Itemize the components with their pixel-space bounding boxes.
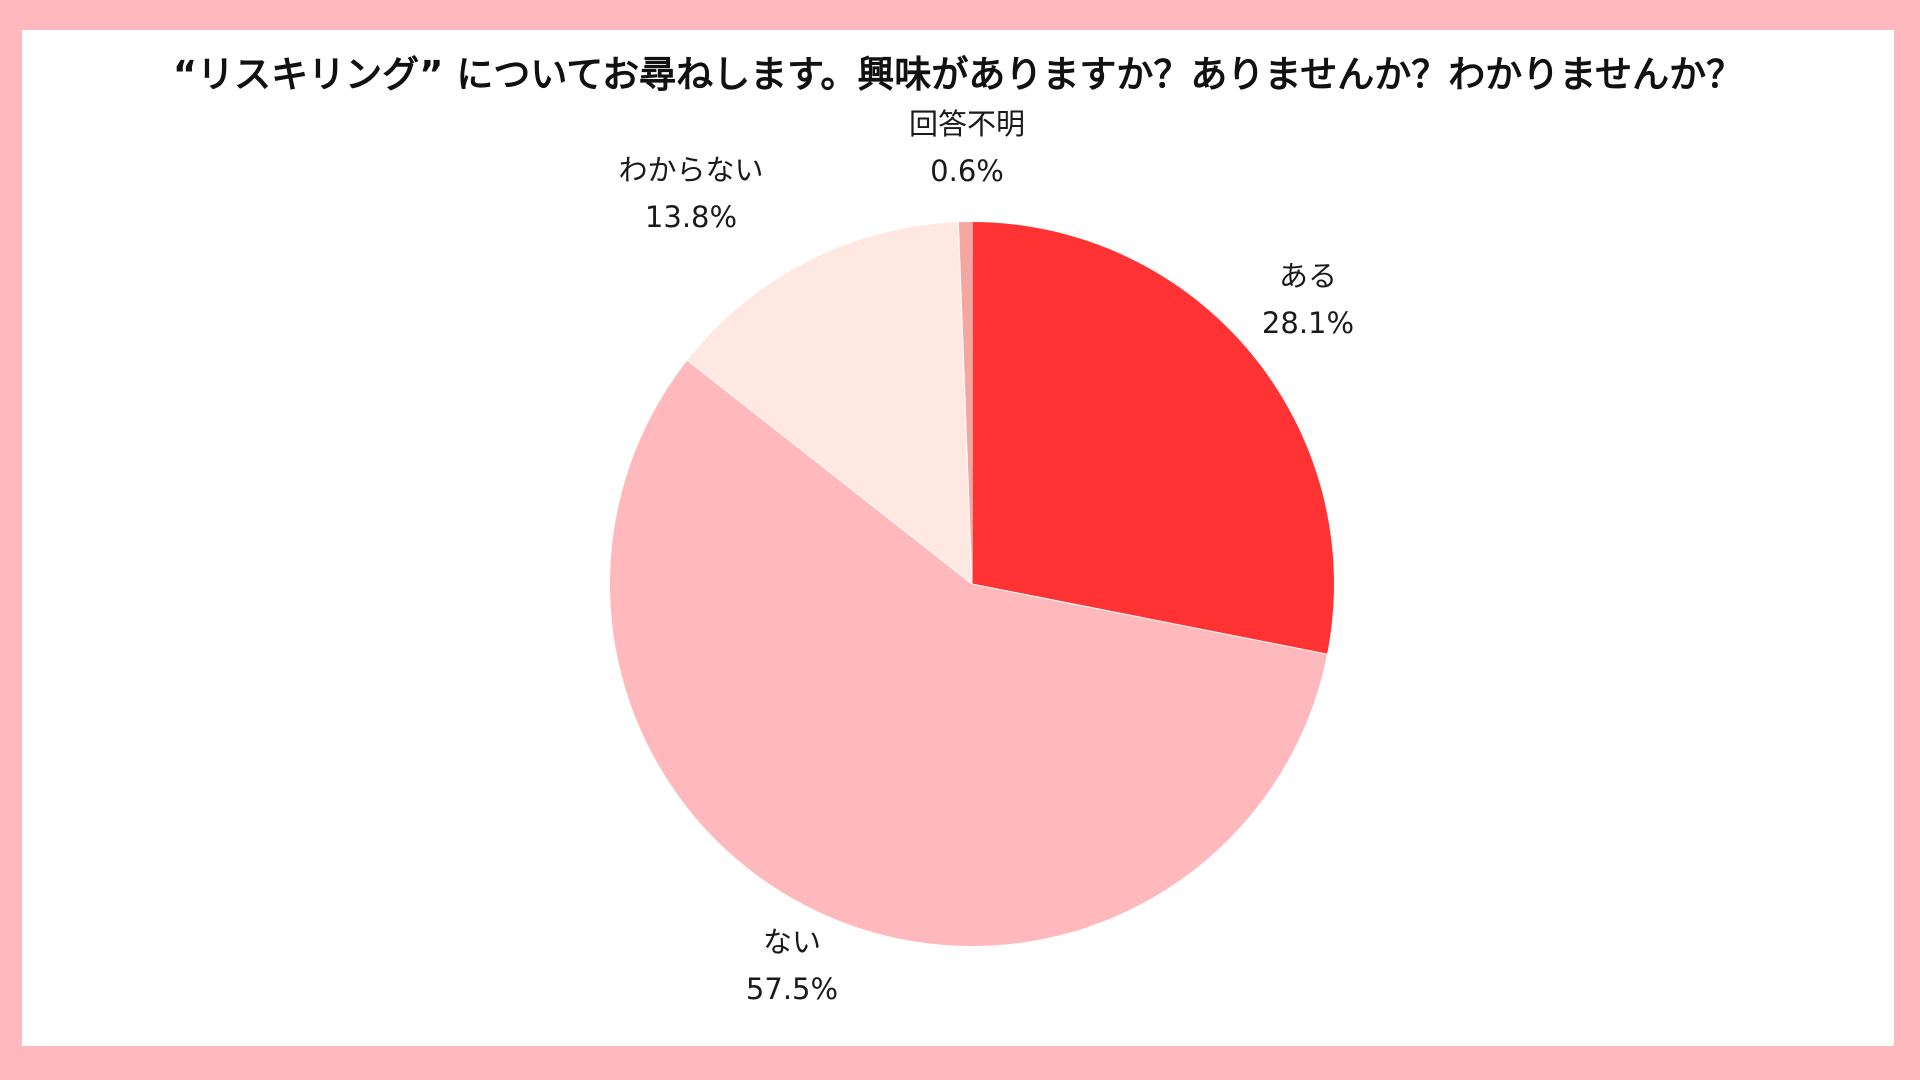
slice-label-name: ない bbox=[763, 925, 821, 959]
pie-labels: ある 28.1% ない 57.5% わからない 13.8% 回答不明 0.6% bbox=[618, 107, 1354, 1006]
slice-edge bbox=[957, 222, 973, 585]
slice-edge bbox=[971, 583, 1328, 655]
pie-slice-1 bbox=[972, 222, 1334, 655]
pie-chart: ある 28.1% ない 57.5% わからない 13.8% 回答不明 0.6% bbox=[609, 107, 1354, 1006]
slice-label-value: 57.5% bbox=[746, 972, 838, 1006]
pie-slice-2 bbox=[609, 360, 1328, 946]
slice-label-value: 0.6% bbox=[930, 154, 1004, 188]
slice-label-value: 13.8% bbox=[645, 200, 737, 234]
chart-title: “リスキリング” についてお尋ねします。興味がありますか？ありませんか？わかりま… bbox=[172, 53, 1744, 96]
slice-label-name: わからない bbox=[618, 153, 763, 187]
pie-slice-3 bbox=[687, 222, 972, 584]
pie-slices bbox=[609, 222, 1334, 946]
chart-frame: “リスキリング” についてお尋ねします。興味がありますか？ありませんか？わかりま… bbox=[22, 30, 1894, 1046]
slice-edge bbox=[687, 359, 973, 585]
slice-label-name: ある bbox=[1279, 259, 1337, 293]
slice-label-name: 回答不明 bbox=[909, 107, 1025, 141]
slice-label-value: 28.1% bbox=[1262, 306, 1354, 340]
